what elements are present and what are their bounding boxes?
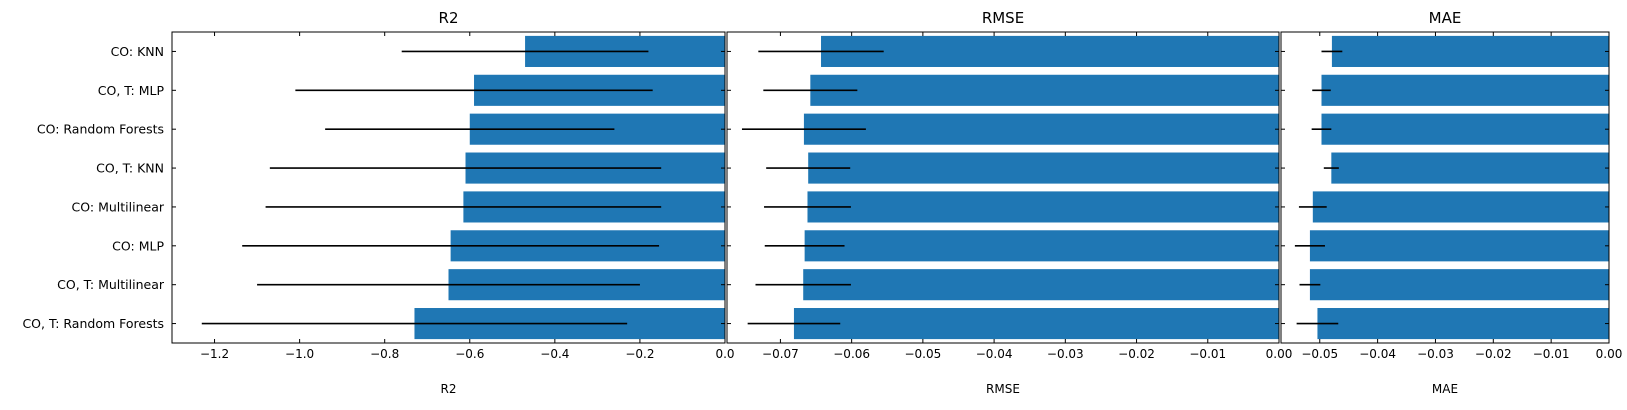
bar-rmse-4	[807, 191, 1279, 223]
y-category-label-2: CO: Random Forests	[37, 122, 164, 137]
y-category-label-4: CO: Multilinear	[72, 199, 165, 214]
bar-mae-1	[1321, 74, 1609, 106]
y-category-label-7: CO, T: Random Forests	[22, 316, 164, 331]
bar-rmse-2	[803, 113, 1279, 145]
bar-mae-5	[1309, 230, 1609, 262]
panel-title-rmse: RMSE	[982, 9, 1024, 27]
x-tick-label-rmse-6: −0.01	[1189, 347, 1226, 361]
axes-frame-r2	[171, 31, 726, 344]
x-tick-label-r2-2: −0.8	[370, 347, 399, 361]
x-tick-label-r2-0: −1.2	[200, 347, 229, 361]
x-axis-label-mae: MAE	[1432, 382, 1458, 396]
bar-mae-4	[1312, 191, 1609, 223]
bar-rmse-6	[803, 269, 1279, 301]
axes-frame-rmse	[726, 31, 1280, 344]
panel-title-r2: R2	[439, 9, 459, 27]
x-tick-label-rmse-5: −0.02	[1118, 347, 1155, 361]
y-category-label-5: CO: MLP	[112, 238, 164, 253]
x-axis-label-rmse: RMSE	[986, 382, 1020, 396]
x-tick-label-rmse-2: −0.05	[904, 347, 941, 361]
panel-title-mae: MAE	[1429, 9, 1462, 27]
x-tick-label-mae-1: −0.04	[1359, 347, 1396, 361]
bar-mae-6	[1309, 269, 1609, 301]
x-tick-label-r2-1: −1.0	[285, 347, 314, 361]
bar-mae-0	[1331, 35, 1609, 67]
y-category-label-3: CO, T: KNN	[96, 161, 164, 176]
x-axis-label-r2: R2	[441, 382, 457, 396]
bar-rmse-3	[808, 152, 1279, 184]
axes-frame-mae	[1280, 31, 1610, 344]
bar-rmse-7	[793, 308, 1279, 340]
x-tick-label-mae-3: −0.02	[1475, 347, 1512, 361]
x-tick-label-r2-4: −0.4	[540, 347, 569, 361]
x-tick-label-r2-6: 0.0	[715, 347, 734, 361]
x-tick-label-mae-2: −0.03	[1417, 347, 1454, 361]
x-tick-label-mae-0: −0.05	[1301, 347, 1338, 361]
bar-rmse-0	[821, 35, 1279, 67]
x-tick-label-rmse-7: 0.00	[1266, 347, 1293, 361]
bar-mae-2	[1321, 113, 1609, 145]
x-tick-label-mae-4: −0.01	[1533, 347, 1570, 361]
x-tick-label-mae-5: 0.00	[1596, 347, 1623, 361]
y-category-label-0: CO: KNN	[111, 44, 164, 59]
bar-mae-7	[1317, 308, 1609, 340]
x-tick-label-rmse-0: −0.07	[762, 347, 799, 361]
y-category-label-6: CO, T: Multilinear	[57, 277, 165, 292]
x-tick-label-rmse-1: −0.06	[833, 347, 870, 361]
y-category-label-1: CO, T: MLP	[98, 83, 165, 98]
x-tick-label-rmse-3: −0.04	[976, 347, 1013, 361]
bar-rmse-1	[810, 74, 1279, 106]
x-tick-label-r2-5: −0.2	[625, 347, 654, 361]
x-tick-label-rmse-4: −0.03	[1047, 347, 1084, 361]
x-tick-label-r2-3: −0.6	[455, 347, 484, 361]
bar-mae-3	[1331, 152, 1609, 184]
bar-rmse-5	[804, 230, 1279, 262]
